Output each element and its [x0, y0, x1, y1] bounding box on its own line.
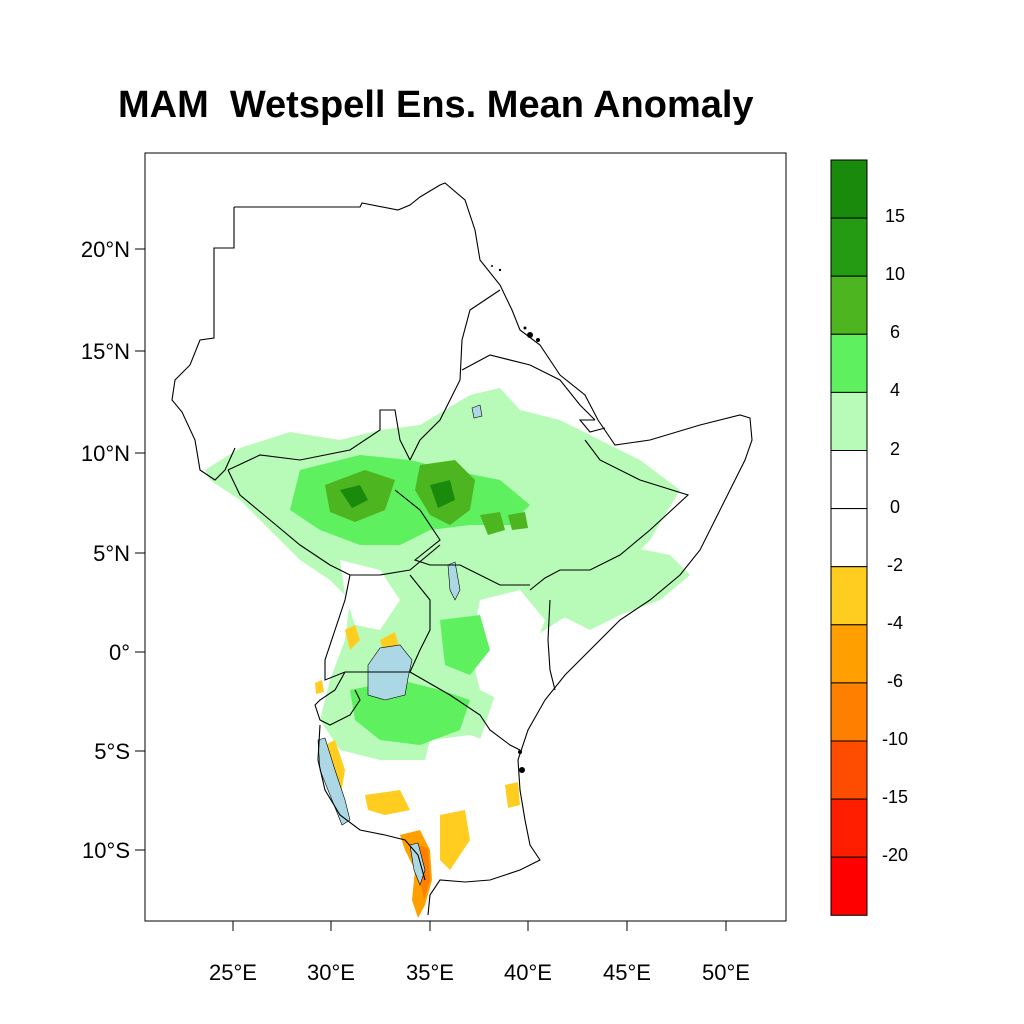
anomaly-darkest-green — [340, 480, 455, 508]
kenya-somalia — [547, 599, 556, 691]
country-borders — [171, 182, 753, 916]
colorbar-label: 2 — [889, 438, 900, 459]
lon-label-35e: 35°E — [406, 960, 454, 985]
colorbar-label: 0 — [889, 496, 900, 517]
colorbar-swatch — [830, 740, 868, 800]
colorbar-label: -15 — [881, 787, 908, 808]
colorbar-label: 6 — [889, 322, 900, 343]
kenya-tanzania — [409, 671, 521, 751]
lake-tana — [471, 404, 483, 419]
colorbar-swatch — [830, 217, 868, 277]
colorbar-label: 15 — [884, 206, 906, 227]
x-ticks — [232, 921, 727, 931]
lat-label-5s: 5°S — [94, 739, 130, 764]
colorbar-label: -6 — [886, 670, 903, 691]
lat-label-5n: 5°N — [93, 541, 130, 566]
colorbar-swatch — [830, 275, 868, 335]
colorbar-swatch — [830, 624, 868, 684]
lake-tanganyika — [317, 737, 351, 826]
y-ticks — [135, 248, 145, 851]
colorbar-label: -4 — [886, 612, 903, 633]
sudan-ethiopia — [409, 289, 501, 461]
south-sudan-south — [227, 469, 441, 576]
colorbar-label: 10 — [884, 264, 906, 285]
colorbar-swatch — [830, 450, 868, 510]
lake-turkana — [447, 561, 461, 601]
colorbar-swatch — [830, 391, 868, 451]
western-outline — [171, 207, 236, 481]
rwanda-burundi — [314, 671, 361, 726]
map-title: MAM Wetspell Ens. Mean Anomaly — [118, 84, 754, 126]
ethiopia-somalia — [529, 439, 690, 591]
colorbar-swatch — [830, 682, 868, 742]
lat-label-0: 0° — [108, 640, 130, 665]
lon-label-30e: 30°E — [307, 960, 355, 985]
lon-label-50e: 50°E — [702, 960, 750, 985]
lat-label-15n: 15°N — [80, 339, 130, 364]
tanzania-west — [317, 724, 426, 881]
colorbar-label: -10 — [881, 729, 908, 749]
sudan-south-sudan — [227, 409, 411, 471]
somalia-east-horn — [578, 419, 606, 433]
uganda-kenya — [409, 574, 431, 673]
eritrea-ethiopia — [461, 354, 596, 421]
lat-label-10s: 10°S — [82, 838, 130, 863]
lon-label-45e: 45°E — [603, 960, 651, 985]
colorbar-swatch — [830, 508, 868, 568]
plot-frame — [144, 152, 787, 922]
lon-label-40e: 40°E — [504, 960, 552, 985]
anomaly-neutral — [340, 560, 545, 800]
colorbar-swatch — [830, 856, 868, 916]
lake-malawi — [409, 842, 426, 886]
lat-label-10n: 10°N — [80, 441, 130, 466]
colorbar-swatch — [830, 333, 868, 393]
colorbar-swatch — [830, 566, 868, 626]
islands — [491, 265, 540, 773]
ethiopia-kenya-ssd — [394, 489, 530, 586]
colorbar-label: -20 — [881, 845, 908, 866]
colorbar-swatch — [830, 159, 868, 219]
colorbar-label: 4 — [889, 380, 900, 401]
colorbar — [830, 159, 868, 916]
colorbar-label: -2 — [886, 554, 903, 575]
colorbar-swatch — [830, 798, 868, 858]
coastline-outline — [234, 182, 753, 916]
lat-label-20n: 20°N — [80, 237, 130, 262]
lon-label-25e: 25°E — [209, 960, 257, 985]
